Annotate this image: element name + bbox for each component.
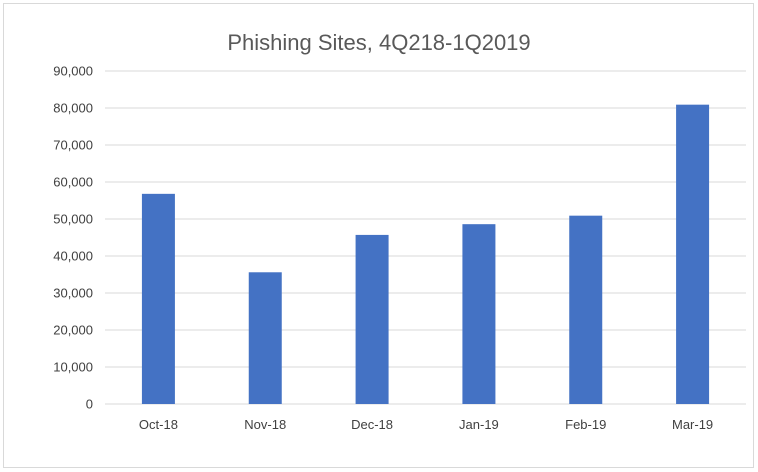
- y-axis-tick-labels: 0 10,000 20,000 30,000 40,000 50,000 60,000 70,…: [53, 64, 93, 412]
- bars: [141, 104, 710, 405]
- y-tick-label: 80,000: [53, 101, 93, 116]
- y-tick-label: 20,000: [53, 323, 93, 338]
- chart-frame: Phishing Sites, 4Q218-1Q2019 0 10,000 20,0…: [3, 3, 754, 468]
- bar-nov-18: [248, 272, 282, 404]
- bar-jan-19: [462, 224, 496, 404]
- bar-chart: Phishing Sites, 4Q218-1Q2019 0 10,000 20,0…: [53, 30, 746, 432]
- y-tick-label: 70,000: [53, 138, 93, 153]
- bar-mar-19: [676, 104, 710, 405]
- chart-title: Phishing Sites, 4Q218-1Q2019: [227, 30, 530, 55]
- x-tick-label: Jan-19: [459, 417, 499, 432]
- x-tick-label: Dec-18: [351, 417, 393, 432]
- bar-oct-18: [141, 193, 175, 404]
- x-axis-tick-labels: Oct-18 Nov-18 Dec-18 Jan-19 Feb-19 Mar-19: [139, 417, 713, 432]
- y-tick-label: 10,000: [53, 360, 93, 375]
- y-tick-label: 0: [86, 397, 93, 412]
- gridlines: [105, 70, 746, 405]
- x-tick-label: Mar-19: [672, 417, 713, 432]
- bar-dec-18: [355, 234, 389, 404]
- y-tick-label: 60,000: [53, 175, 93, 190]
- y-tick-label: 30,000: [53, 286, 93, 301]
- y-tick-label: 90,000: [53, 64, 93, 79]
- x-tick-label: Oct-18: [139, 417, 178, 432]
- y-tick-label: 40,000: [53, 249, 93, 264]
- bar-feb-19: [569, 215, 603, 404]
- x-tick-label: Nov-18: [244, 417, 286, 432]
- x-tick-label: Feb-19: [565, 417, 606, 432]
- y-tick-label: 50,000: [53, 212, 93, 227]
